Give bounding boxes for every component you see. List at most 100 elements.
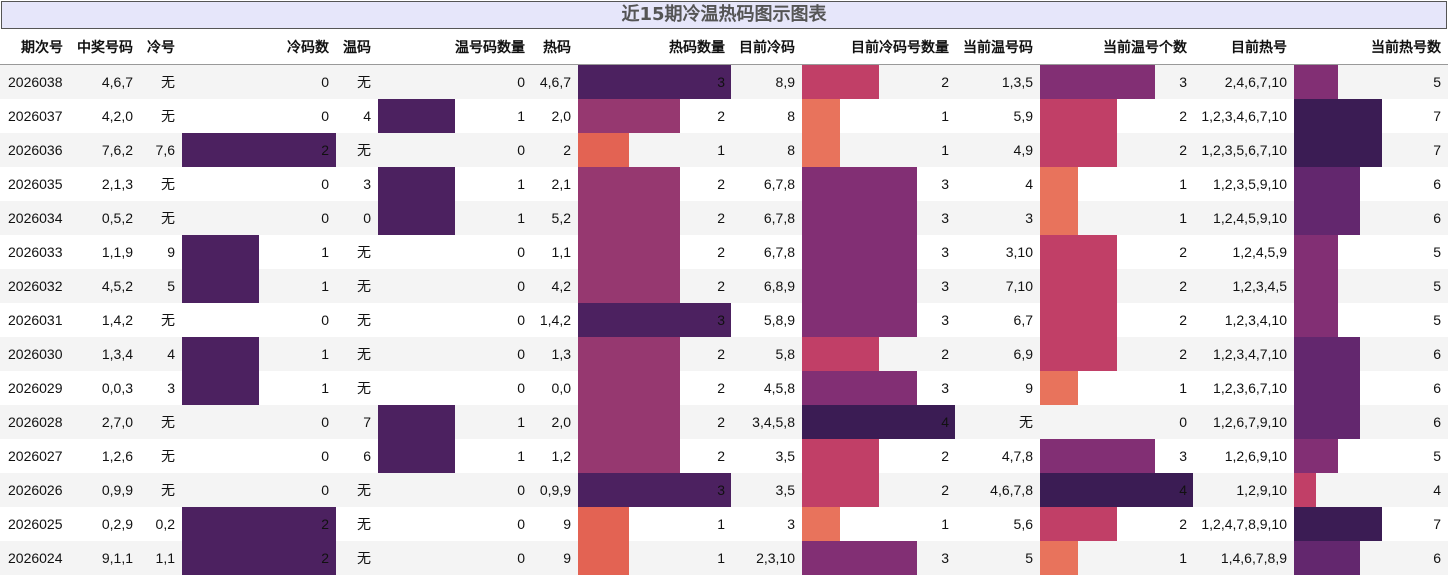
table-cell: 5 [1433,278,1441,294]
table-cell: 2 [1179,108,1187,124]
table-cell: 3,5 [775,482,795,498]
table-cell: 2026035 [8,176,63,192]
table-cell: 2026026 [8,482,63,498]
table-cell: 8 [787,108,795,124]
table-cell: 5,6 [1013,516,1033,532]
table-cell: 1 [517,108,525,124]
table-cell: 无 [161,414,175,430]
table-cell: 3,4,5,8 [752,414,795,430]
table-cell: 3 [363,176,371,192]
table-cell: 3 [167,380,175,396]
count-bar [802,337,879,371]
table-cell: 7,10 [1005,278,1033,294]
table-cell: 1,2,4,5,9 [1232,244,1288,260]
table-cell: 1,1 [155,550,175,566]
table-row: 2026028 2,7,0 无 0 7 1 2,0 2 3,4,5,8 4 无 0 1,2,6,7,9,… [0,405,1448,439]
table-cell: 0 [517,278,525,294]
count-bar [1040,133,1117,167]
table-cell: 5 [1433,74,1441,90]
table-cell: 2 [717,414,725,430]
table-cell: 4 [941,414,949,430]
count-bar [1040,167,1079,201]
table-cell: 4,2 [551,278,571,294]
table-cell: 0 [517,312,525,328]
column-header-1: 中奖号码 [77,39,133,55]
table-cell: 0 [321,312,329,328]
count-bar [1294,541,1360,575]
table-cell: 1 [1179,550,1187,566]
table-cell: 2 [941,346,949,362]
table-cell: 2,0 [551,414,571,430]
header-divider [0,64,1448,65]
count-bar [578,235,680,269]
table-cell: 2,1,3 [101,176,133,192]
count-bar [1040,65,1155,99]
count-bar [578,65,731,99]
count-bar [578,507,629,541]
table-cell: 6 [1433,550,1441,566]
count-bar [1294,269,1338,303]
table-cell: 4,6,7 [539,74,571,90]
count-bar [578,473,731,507]
table-cell: 2 [1179,346,1187,362]
table-cell: 2026028 [8,414,63,430]
count-bar [578,337,680,371]
table-cell: 5,8,9 [763,312,795,328]
table-cell: 1,2,6,7,9,10 [1213,414,1287,430]
count-bar [1040,201,1079,235]
table-cell: 1 [321,380,329,396]
table-cell: 6 [1433,210,1441,226]
table-cell: 4,2,0 [101,108,133,124]
table-cell: 4 [1025,176,1033,192]
table-cell: 1 [941,108,949,124]
table-cell: 3 [941,244,949,260]
table-cell: 0 [321,176,329,192]
table-cell: 9,1,1 [101,550,133,566]
table-cell: 6 [1433,176,1441,192]
table-cell: 3,10 [1005,244,1033,260]
table-cell: 0 [321,448,329,464]
table-cell: 6,7,8 [763,210,795,226]
table-cell: 2,7,0 [101,414,133,430]
count-bar [378,201,455,235]
count-bar [578,405,680,439]
table-cell: 2026031 [8,312,63,328]
table-cell: 无 [161,482,175,498]
count-bar [1294,201,1360,235]
table-cell: 2 [717,176,725,192]
table-cell: 4 [363,108,371,124]
table-cell: 6 [363,448,371,464]
table-cell: 4,5,8 [763,380,795,396]
table-cell: 1,1,9 [101,244,133,260]
table-cell: 4,7,8 [1001,448,1033,464]
count-bar [1040,235,1117,269]
count-bar [1040,269,1117,303]
table-cell: 9 [1025,380,1033,396]
count-bar [802,303,917,337]
table-cell: 0,9,9 [539,482,571,498]
table-cell: 2,4,6,7,10 [1224,74,1287,90]
table-cell: 2,1 [551,176,571,192]
count-bar [802,405,955,439]
table-cell: 0,0 [551,380,571,396]
table-cell: 2026038 [8,74,63,90]
count-bar [1294,303,1338,337]
table-cell: 2 [941,448,949,464]
table-cell: 2026025 [8,516,63,532]
count-bar [1040,541,1079,575]
table-cell: 2,3,10 [756,550,795,566]
count-bar [802,99,841,133]
column-header-7: 热码数量 [669,39,725,55]
table-cell: 0 [517,142,525,158]
column-header-8: 目前冷码 [739,39,795,55]
table-cell: 3 [717,312,725,328]
table-cell: 6,7,8 [763,176,795,192]
table-cell: 0,2,9 [101,516,133,532]
table-cell: 4,5,2 [101,278,133,294]
table-cell: 2 [1179,516,1187,532]
table-cell: 无 [357,278,371,294]
column-header-13: 当前热号数 [1371,39,1441,55]
count-bar [578,541,629,575]
count-bar [1294,133,1382,167]
table-row: 2026032 4,5,2 5 1 无 0 4,2 2 6,8,9 3 7,10 2 1,2,3,4,5… [0,269,1448,303]
